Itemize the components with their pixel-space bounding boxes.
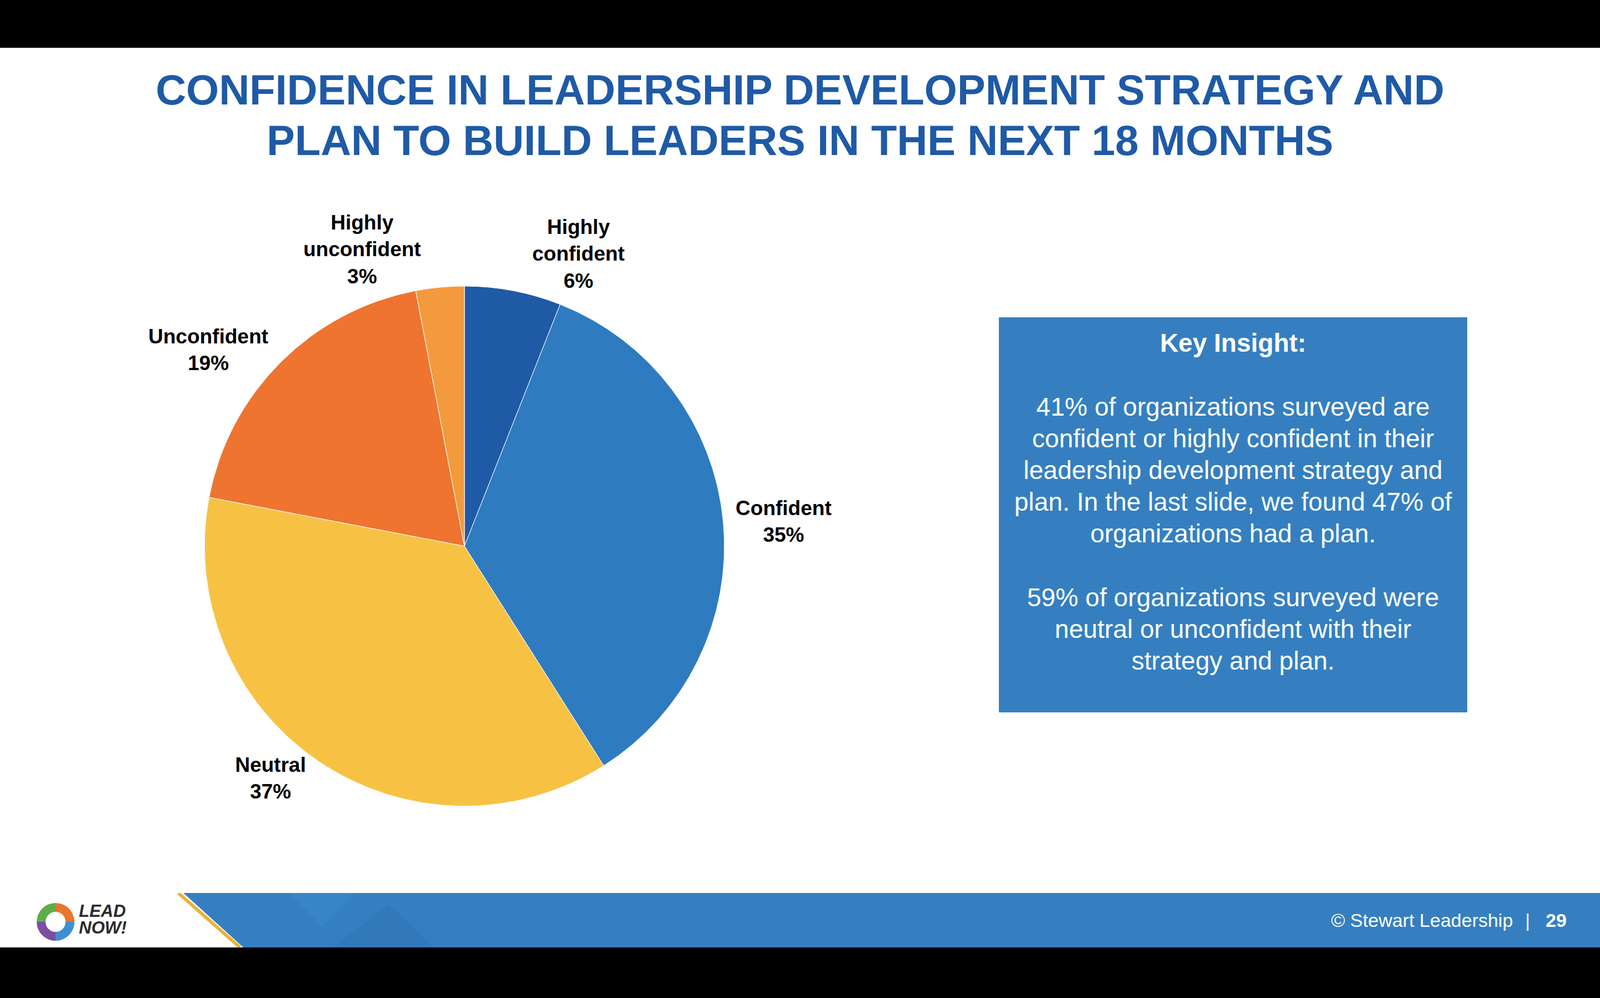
html-text:29: 29 [1545,909,1567,931]
html-text:Key Insight:: Key Insight: [1159,328,1307,358]
html-text:41% of organizations surveyed: 41% of organizations surveyed are confid… [1014,392,1452,548]
svg-text:Neutral37%: Neutral37% [235,753,306,803]
svg-text:Highlyunconfident3%: Highlyunconfident3% [303,211,422,288]
svg-text:Confident35%: Confident35% [735,496,832,547]
html-text:© Stewart Leadership: © Stewart Leadership [1331,909,1513,931]
html-text:LEAD: LEAD [78,901,126,921]
html-text:CONFIDENCE IN LEADERSHIP DEVEL: CONFIDENCE IN LEADERSHIP DEVELOPMENT STR… [155,66,1445,164]
html-text:59% of organizations surveyed: 59% of organizations surveyed were neutr… [1027,582,1440,675]
svg-text:Highlyconfident6%: Highlyconfident6% [532,215,625,292]
html-text:NOW!: NOW! [78,917,127,938]
svg-text:Unconfident19%: Unconfident19% [148,325,269,375]
